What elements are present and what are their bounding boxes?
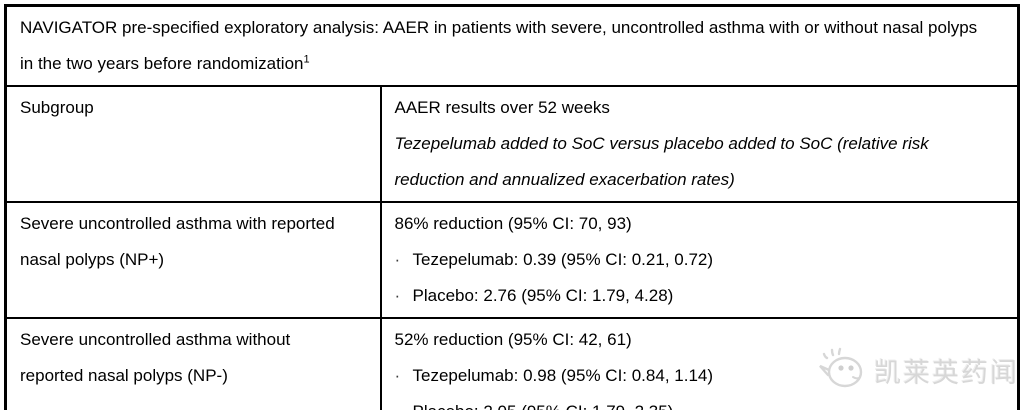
bullet-icon: · — [395, 394, 413, 410]
subgroup-header-label: Subgroup — [20, 98, 94, 117]
aaer-results-table: NAVIGATOR pre-specified exploratory anal… — [4, 4, 1020, 410]
bullet-icon: · — [394, 286, 401, 305]
result-main-text: 86% reduction (95% CI: 70, 93) — [394, 214, 632, 233]
table-title: NAVIGATOR pre-specified exploratory anal… — [20, 18, 978, 73]
subgroup-text: Severe uncontrolled asthma with reported… — [20, 214, 335, 269]
result-bullet-text: Tezepelumab: 0.39 (95% CI: 0.21, 0.72) — [412, 250, 714, 269]
table-row-np-negative: Severe uncontrolled asthma without repor… — [4, 317, 1020, 410]
result-main-text: 52% reduction (95% CI: 42, 61) — [394, 330, 632, 349]
table-header-row: Subgroup AAER results over 52 weeks Teze… — [4, 85, 1020, 203]
title-footnote-marker: 1 — [303, 53, 310, 66]
result-bullet-text: Placebo: 2.76 (95% CI: 1.79, 4.28) — [412, 286, 674, 305]
subgroup-text: Severe uncontrolled asthma without repor… — [20, 330, 291, 385]
result-bullet-line: ·Placebo: 2.05 (95% CI: 1.79, 2.35) — [395, 394, 994, 410]
result-bullet-line: · Tezepelumab: 0.39 (95% CI: 0.21, 0.72) — [395, 242, 994, 278]
column-header-subgroup: Subgroup — [4, 85, 382, 203]
results-subheader-label: Tezepelumab added to SoC versus placebo … — [394, 134, 929, 189]
result-bullet-line: · Tezepelumab: 0.98 (95% CI: 0.84, 1.14) — [395, 358, 994, 394]
results-cell-np-negative: 52% reduction (95% CI: 42, 61) · Tezepelu… — [379, 317, 1020, 410]
result-bullet-line: · Placebo: 2.76 (95% CI: 1.79, 4.28) — [395, 278, 994, 314]
result-bullet-text: Tezepelumab: 0.98 (95% CI: 0.84, 1.14) — [412, 366, 714, 385]
bullet-icon: · — [394, 250, 401, 269]
result-bullet-text: Placebo: 2.05 (95% CI: 1.79, 2.35) — [413, 402, 674, 410]
subgroup-cell-np-negative: Severe uncontrolled asthma without repor… — [4, 317, 382, 410]
table-title-row: NAVIGATOR pre-specified exploratory anal… — [4, 4, 1020, 87]
results-header-label: AAER results over 52 weeks — [394, 98, 610, 117]
bullet-icon: · — [394, 366, 401, 385]
table-row-np-positive: Severe uncontrolled asthma with reported… — [4, 201, 1020, 319]
table-title-cell: NAVIGATOR pre-specified exploratory anal… — [4, 4, 1020, 87]
column-header-results: AAER results over 52 weeks Tezepelumab a… — [379, 85, 1020, 203]
results-cell-np-positive: 86% reduction (95% CI: 70, 93) · Tezepelu… — [379, 201, 1020, 319]
aaer-results-table-container: NAVIGATOR pre-specified exploratory anal… — [4, 4, 1020, 410]
subgroup-cell-np-positive: Severe uncontrolled asthma with reported… — [4, 201, 382, 319]
